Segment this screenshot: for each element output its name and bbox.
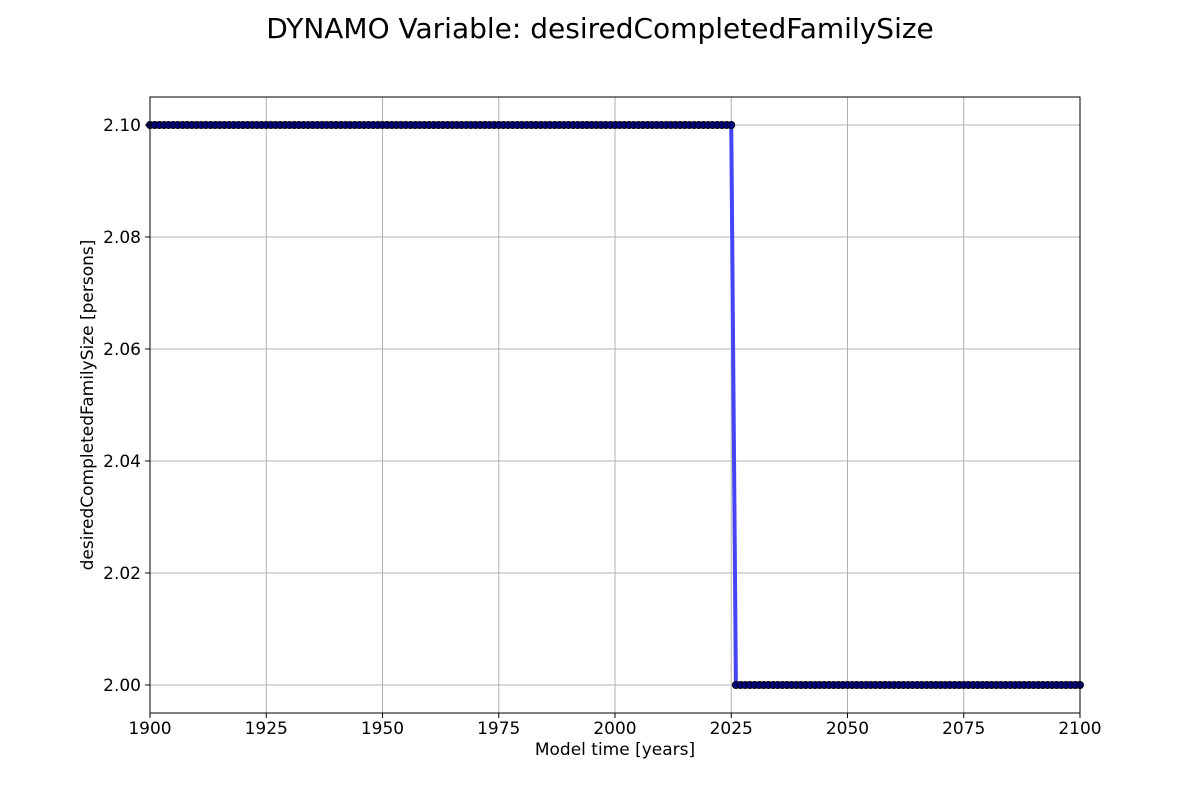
y-tick-label: 2.00 [103, 676, 141, 696]
chart-title: DYNAMO Variable: desiredCompletedFamilyS… [266, 12, 934, 45]
y-tick-label: 2.04 [103, 452, 141, 472]
x-tick-label: 2000 [593, 719, 636, 739]
x-tick-label: 2075 [942, 719, 985, 739]
grid-lines [149, 97, 1081, 713]
y-tick-label: 2.10 [103, 116, 141, 136]
data-point [727, 121, 736, 130]
x-tick-label: 2025 [710, 719, 753, 739]
y-tick-label: 2.06 [103, 340, 141, 360]
y-axis-label: desiredCompletedFamilySize [persons] [78, 240, 98, 571]
x-tick-label: 1925 [245, 719, 288, 739]
x-tick-label: 1950 [361, 719, 404, 739]
x-axis-label: Model time [years] [535, 740, 695, 760]
x-axis: 1900 1925 1950 1975 2000 2025 2050 2075 2100 [128, 713, 1102, 739]
x-tick-label: 2050 [826, 719, 869, 739]
y-tick-label: 2.08 [103, 228, 141, 248]
x-tick-label: 1900 [128, 719, 171, 739]
series-layer [145, 121, 1085, 690]
y-axis: 2.00 2.02 2.04 2.06 2.08 2.10 [103, 116, 150, 696]
x-tick-label: 2100 [1058, 719, 1101, 739]
x-tick-label: 1975 [477, 719, 520, 739]
y-tick-label: 2.02 [103, 564, 141, 584]
